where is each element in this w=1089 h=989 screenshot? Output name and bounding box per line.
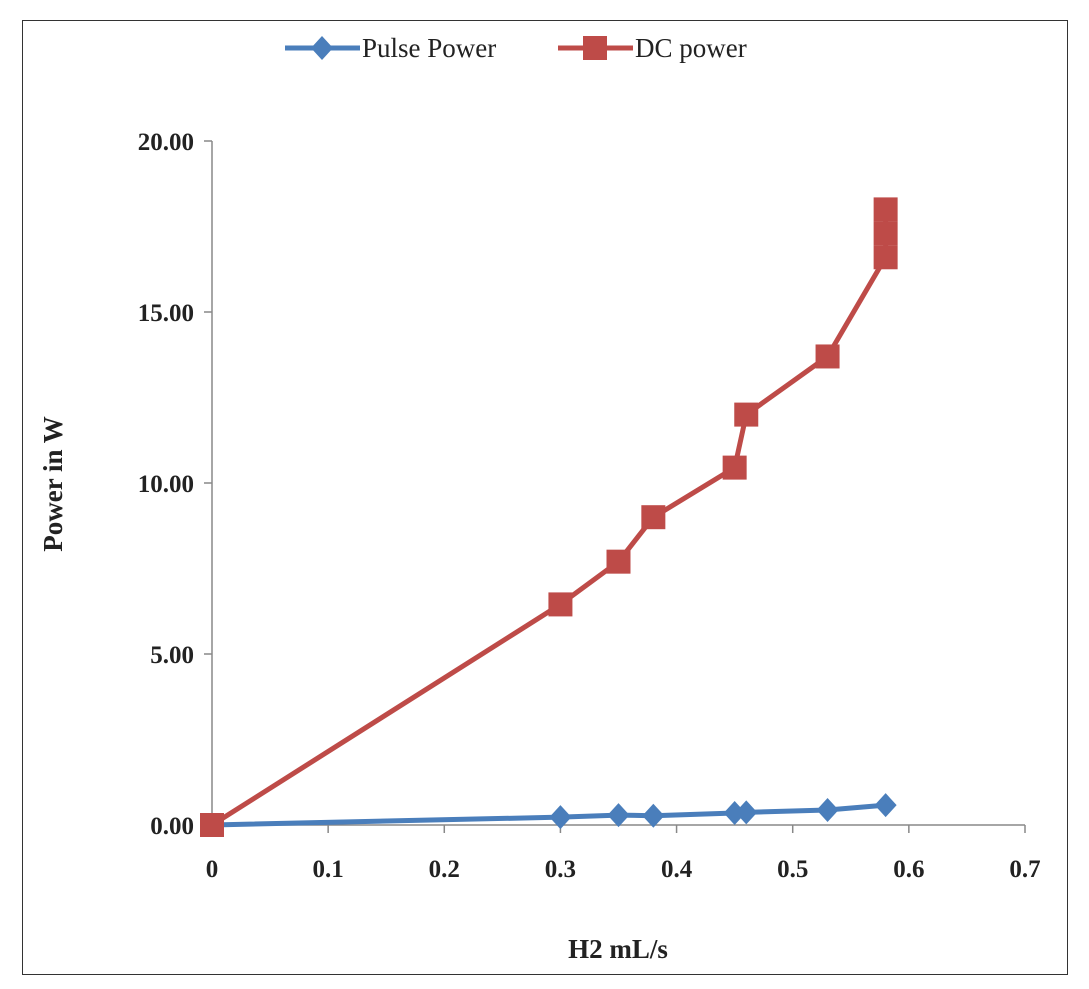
x-tick-label: 0.4 <box>661 856 693 883</box>
x-tick-label: 0.1 <box>313 856 344 883</box>
data-point <box>641 505 666 530</box>
series-dc-power <box>200 197 898 837</box>
x-tick-label: 0.7 <box>1009 856 1040 883</box>
data-point <box>549 805 572 830</box>
data-point <box>548 592 573 617</box>
data-point <box>607 803 630 828</box>
y-tick-label: 10.00 <box>138 471 194 498</box>
x-tick-label: 0 <box>206 856 219 883</box>
data-point <box>874 793 897 818</box>
legend: Pulse Power DC power <box>285 33 747 63</box>
legend-marker <box>583 36 607 60</box>
series-line <box>210 209 889 828</box>
y-tick-label: 15.00 <box>138 300 194 327</box>
data-point <box>873 245 898 270</box>
y-axis-label: Power in W <box>38 416 68 552</box>
chart-frame <box>22 20 1068 975</box>
data-point <box>873 197 898 222</box>
x-tick-label: 0.6 <box>893 856 924 883</box>
axes: 0 0.1 0.2 0.3 0.4 0.5 0.6 0.7 0.00 5.00 10.00 15.00… <box>138 129 1041 883</box>
x-tick-label: 0.3 <box>545 856 576 883</box>
x-axis-label: H2 mL/s <box>568 934 668 964</box>
series-group <box>200 197 898 837</box>
y-tick-label: 0.00 <box>150 813 194 840</box>
x-tick-label: 0.5 <box>777 856 808 883</box>
x-tick-label: 0.2 <box>429 856 460 883</box>
legend-label: Pulse Power <box>362 33 496 63</box>
legend-label: DC power <box>635 33 747 63</box>
data-point <box>200 813 224 837</box>
y-tick-label: 20.00 <box>138 129 194 156</box>
data-point <box>815 344 840 369</box>
legend-marker <box>311 36 333 60</box>
y-tick-label: 5.00 <box>150 642 194 669</box>
data-point <box>873 221 898 246</box>
data-point <box>642 803 665 828</box>
data-point <box>606 549 631 574</box>
data-point <box>722 455 747 480</box>
data-point <box>734 402 759 427</box>
data-point <box>735 800 758 825</box>
series-line <box>211 802 886 828</box>
data-point <box>816 797 839 822</box>
